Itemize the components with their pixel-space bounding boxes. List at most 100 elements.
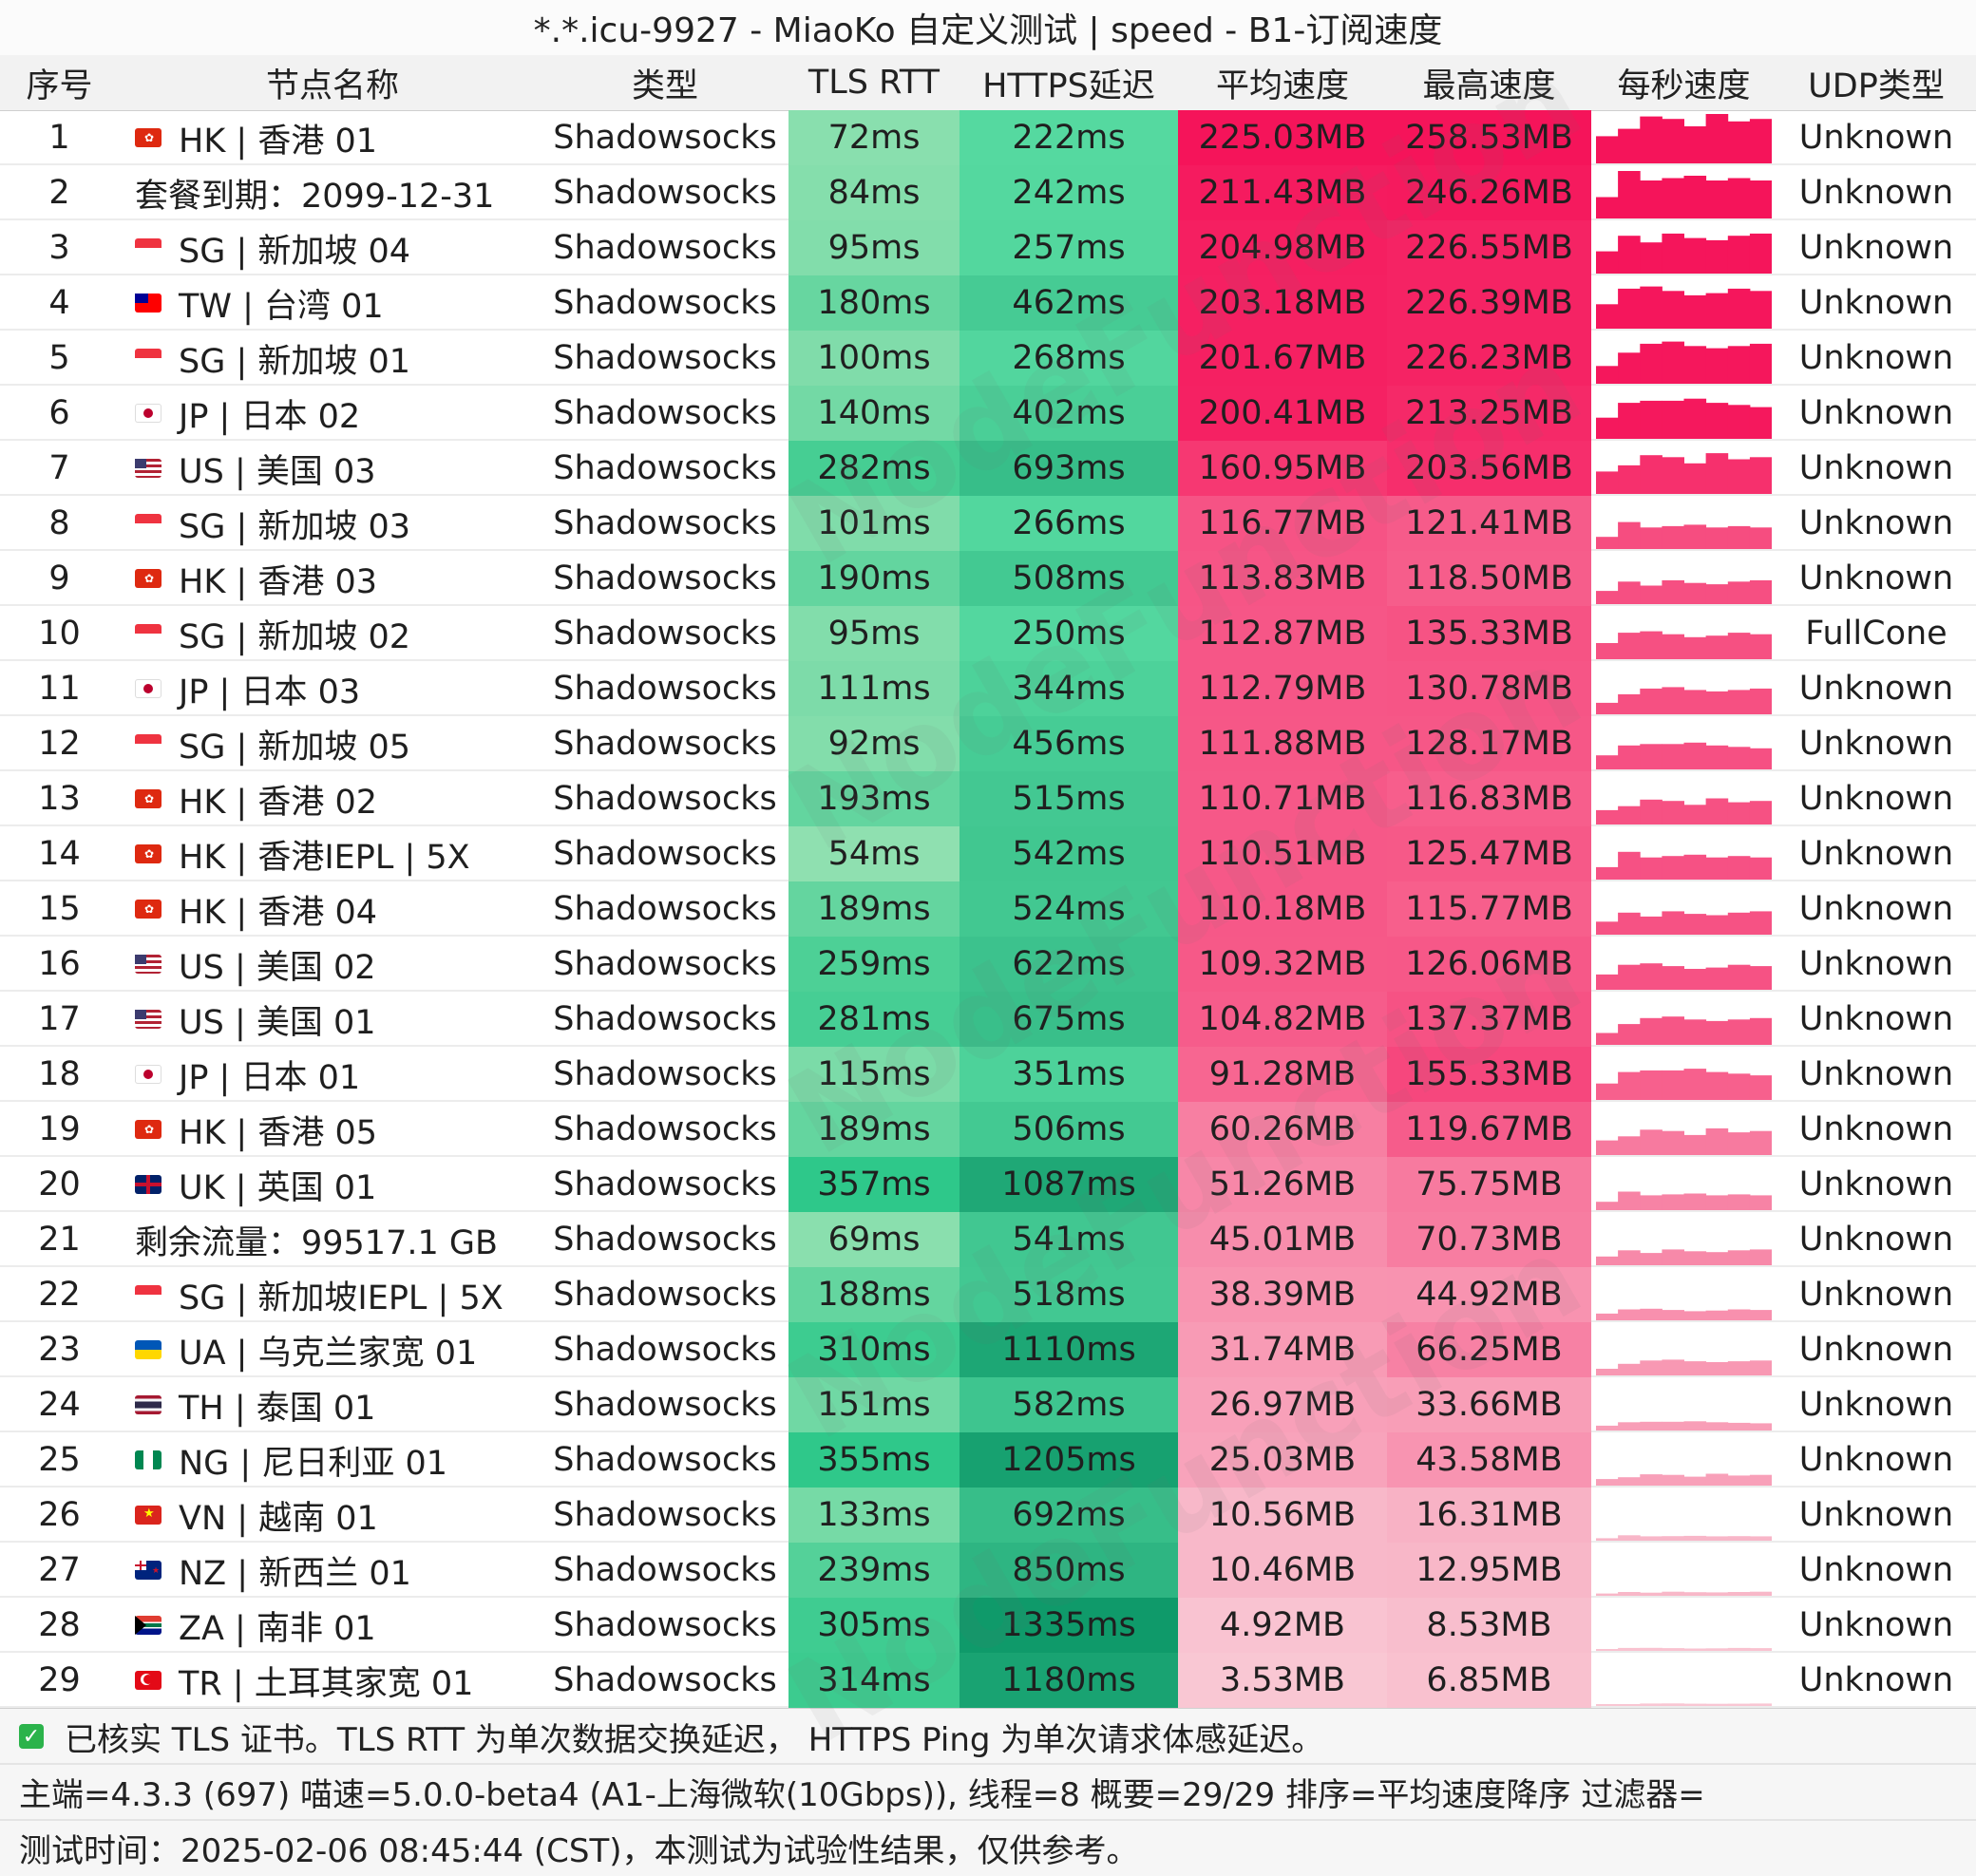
col-type[interactable]: 类型 bbox=[631, 66, 698, 105]
tls-rtt-value: 100ms bbox=[788, 331, 960, 386]
sparkline-bar bbox=[1662, 119, 1684, 163]
sparkline-bar bbox=[1683, 1421, 1707, 1431]
us-flag-icon bbox=[135, 955, 162, 974]
table-row[interactable]: 14 ✿ HK | 香港IEPL | 5X Shadowsocks 54ms 542ms 1… bbox=[0, 826, 1976, 881]
table-row[interactable]: 25 NG | 尼日利亚 01 Shadowsocks 355ms 1205ms 25.0… bbox=[0, 1432, 1976, 1488]
sparkline-bar bbox=[1618, 464, 1641, 494]
table-row[interactable]: 22 SG | 新加坡IEPL | 5X Shadowsocks 188ms 518ms… bbox=[0, 1267, 1976, 1322]
table-row[interactable]: 26 ★ VN | 越南 01 Shadowsocks 133ms 692ms 10.56M… bbox=[0, 1488, 1976, 1543]
col-node-name[interactable]: 节点名称 bbox=[265, 66, 399, 105]
max-speed-value: 119.67MB bbox=[1387, 1102, 1591, 1157]
table-row[interactable]: 18 JP | 日本 01 Shadowsocks 115ms 351ms 91.28MB… bbox=[0, 1047, 1976, 1102]
node-name-cell: SG | 新加坡 05 bbox=[124, 716, 542, 771]
us-flag-icon bbox=[135, 459, 162, 478]
sparkline-bar bbox=[1683, 582, 1707, 604]
nz-flag-icon: ★ bbox=[135, 1561, 162, 1580]
node-type: Shadowsocks bbox=[553, 1221, 777, 1259]
sparkline-bar bbox=[1705, 348, 1729, 384]
avg-speed-value: 31.74MB bbox=[1178, 1322, 1387, 1377]
col-max-speed[interactable]: 最高速度 bbox=[1422, 66, 1556, 105]
row-index: 3 bbox=[48, 229, 70, 267]
speed-sparkline bbox=[1596, 830, 1773, 880]
footer: ✓ 已核实 TLS 证书。TLS RTT 为单次数据交换延迟， HTTPS Pi… bbox=[0, 1708, 1976, 1876]
table-row[interactable]: 8 SG | 新加坡 03 Shadowsocks 101ms 266ms 116.77M… bbox=[0, 496, 1976, 551]
speed-sparkline bbox=[1596, 940, 1773, 990]
table-row[interactable]: 6 JP | 日本 02 Shadowsocks 140ms 402ms 200.41MB… bbox=[0, 386, 1976, 441]
row-index: 22 bbox=[38, 1276, 81, 1314]
node-type: Shadowsocks bbox=[553, 1441, 777, 1479]
table-row[interactable]: 7 US | 美国 03 Shadowsocks 282ms 693ms 160.95MB… bbox=[0, 441, 1976, 496]
sparkline-bar bbox=[1683, 805, 1707, 824]
table-row[interactable]: 19 ✿ HK | 香港 05 Shadowsocks 189ms 506ms 60.26M… bbox=[0, 1102, 1976, 1157]
sparkline-bar bbox=[1683, 524, 1707, 549]
max-speed-value: 130.78MB bbox=[1387, 661, 1591, 716]
table-row[interactable]: 23 UA | 乌克兰家宽 01 Shadowsocks 310ms 1110ms 31.… bbox=[0, 1322, 1976, 1377]
node-name-cell: ✿ HK | 香港 02 bbox=[124, 771, 542, 826]
sparkline-bar bbox=[1705, 1127, 1729, 1155]
col-per-second-speed[interactable]: 每秒速度 bbox=[1617, 66, 1751, 105]
udp-type-value: Unknown bbox=[1798, 1221, 1954, 1259]
table-row[interactable]: 15 ✿ HK | 香港 04 Shadowsocks 189ms 524ms 110.18… bbox=[0, 881, 1976, 937]
row-index: 26 bbox=[38, 1496, 81, 1534]
node-name: 套餐到期：2099-12-31 bbox=[135, 177, 495, 216]
max-speed-value: 70.73MB bbox=[1387, 1212, 1591, 1267]
node-name: SG | 新加坡 01 bbox=[179, 342, 411, 381]
max-speed-value: 126.06MB bbox=[1387, 937, 1591, 992]
table-row[interactable]: 1 ✿ HK | 香港 01 Shadowsocks 72ms 222ms 225.03MB… bbox=[0, 110, 1976, 165]
table-row[interactable]: 17 US | 美国 01 Shadowsocks 281ms 675ms 104.82M… bbox=[0, 992, 1976, 1047]
tls-rtt-value: 189ms bbox=[788, 1102, 960, 1157]
table-row[interactable]: 2 套餐到期：2099-12-31 Shadowsocks 84ms 242ms 211.… bbox=[0, 165, 1976, 220]
table-row[interactable]: 9 ✿ HK | 香港 03 Shadowsocks 190ms 508ms 113.83M… bbox=[0, 551, 1976, 606]
speed-sparkline bbox=[1596, 224, 1773, 274]
table-row[interactable]: 12 SG | 新加坡 05 Shadowsocks 92ms 456ms 111.88M… bbox=[0, 716, 1976, 771]
sparkline-bar bbox=[1749, 291, 1773, 329]
col-tls-rtt[interactable]: TLS RTT bbox=[808, 64, 940, 102]
sparkline-bar bbox=[1749, 1474, 1773, 1486]
col-https-latency[interactable]: HTTPS延迟 bbox=[982, 66, 1155, 105]
table-row[interactable]: 28 ZA | 南非 01 Shadowsocks 305ms 1335ms 4.92MB… bbox=[0, 1598, 1976, 1653]
sparkline-bar bbox=[1683, 1361, 1707, 1375]
sparkline-bar bbox=[1618, 171, 1641, 218]
table-row[interactable]: 13 ✿ HK | 香港 02 Shadowsocks 193ms 515ms 110.71… bbox=[0, 771, 1976, 826]
sparkline-bar bbox=[1727, 1422, 1751, 1431]
https-latency-value: 541ms bbox=[960, 1212, 1178, 1267]
table-row[interactable]: 21 剩余流量：99517.1 GB Shadowsocks 69ms 541ms 45.… bbox=[0, 1212, 1976, 1267]
table-row[interactable]: 5 SG | 新加坡 01 Shadowsocks 100ms 268ms 201.67M… bbox=[0, 331, 1976, 386]
col-udp-type[interactable]: UDP类型 bbox=[1808, 66, 1945, 105]
max-speed-value: 137.37MB bbox=[1387, 992, 1591, 1047]
udp-type-value: Unknown bbox=[1798, 725, 1954, 763]
sparkline-bar bbox=[1683, 176, 1707, 218]
node-type: Shadowsocks bbox=[553, 725, 777, 763]
table-row[interactable]: 3 SG | 新加坡 04 Shadowsocks 95ms 257ms 204.98MB… bbox=[0, 220, 1976, 275]
table-row[interactable]: 11 JP | 日本 03 Shadowsocks 111ms 344ms 112.79M… bbox=[0, 661, 1976, 716]
sparkline-bar bbox=[1596, 197, 1619, 218]
table-row[interactable]: 24 TH | 泰国 01 Shadowsocks 151ms 582ms 26.97MB… bbox=[0, 1377, 1976, 1432]
col-avg-speed[interactable]: 平均速度 bbox=[1215, 66, 1349, 105]
footer-tls-note: ✓ 已核实 TLS 证书。TLS RTT 为单次数据交换延迟， HTTPS Pi… bbox=[19, 1709, 1323, 1764]
sparkline-bar bbox=[1683, 636, 1707, 659]
sparkline-bar bbox=[1596, 702, 1619, 714]
sparkline-bar bbox=[1662, 1703, 1684, 1706]
sparkline-bar bbox=[1640, 242, 1662, 274]
tls-rtt-value: 72ms bbox=[788, 110, 960, 165]
sparkline-bar bbox=[1705, 180, 1729, 218]
table-row[interactable]: 10 SG | 新加坡 02 Shadowsocks 95ms 250ms 112.87M… bbox=[0, 606, 1976, 661]
table-row[interactable]: 16 US | 美国 02 Shadowsocks 259ms 622ms 109.32M… bbox=[0, 937, 1976, 992]
sparkline-bar bbox=[1749, 119, 1773, 163]
sparkline-bar bbox=[1640, 916, 1662, 935]
table-row[interactable]: 20 UK | 英国 01 Shadowsocks 357ms 1087ms 51.26M… bbox=[0, 1157, 1976, 1212]
node-name: TH | 泰国 01 bbox=[179, 1389, 376, 1428]
table-row[interactable]: 27 ★ NZ | 新西兰 01 Shadowsocks 239ms 850ms 10.46… bbox=[0, 1543, 1976, 1598]
max-speed-value: 121.41MB bbox=[1387, 496, 1591, 551]
sparkline-bar bbox=[1662, 341, 1684, 384]
node-name-cell: SG | 新加坡 04 bbox=[124, 220, 542, 275]
table-row[interactable]: 4 TW | 台湾 01 Shadowsocks 180ms 462ms 203.18MB… bbox=[0, 275, 1976, 331]
sparkline-bar bbox=[1749, 748, 1773, 769]
https-latency-value: 622ms bbox=[960, 937, 1178, 992]
udp-type-value: Unknown bbox=[1798, 559, 1954, 597]
https-latency-value: 508ms bbox=[960, 551, 1178, 606]
avg-speed-value: 25.03MB bbox=[1178, 1432, 1387, 1488]
col-index[interactable]: 序号 bbox=[26, 66, 93, 105]
table-row[interactable]: 29 TR | 土耳其家宽 01 Shadowsocks 314ms 1180ms 3.5… bbox=[0, 1653, 1976, 1708]
sparkline-bar bbox=[1640, 455, 1662, 494]
